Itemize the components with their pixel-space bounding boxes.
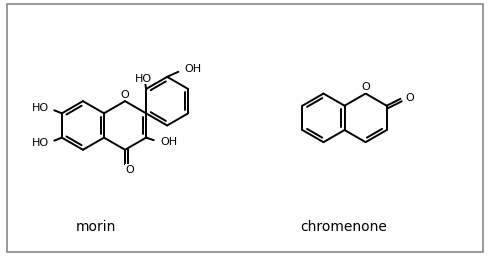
Text: OH: OH [185,64,202,74]
Text: OH: OH [160,137,177,147]
Text: O: O [121,90,129,100]
Text: HO: HO [32,103,49,113]
Text: HO: HO [135,74,152,84]
Text: HO: HO [32,138,49,148]
Text: chromenone: chromenone [300,220,387,234]
Text: O: O [361,82,370,92]
Text: O: O [405,93,414,103]
Text: O: O [126,165,134,175]
Text: morin: morin [75,220,116,234]
